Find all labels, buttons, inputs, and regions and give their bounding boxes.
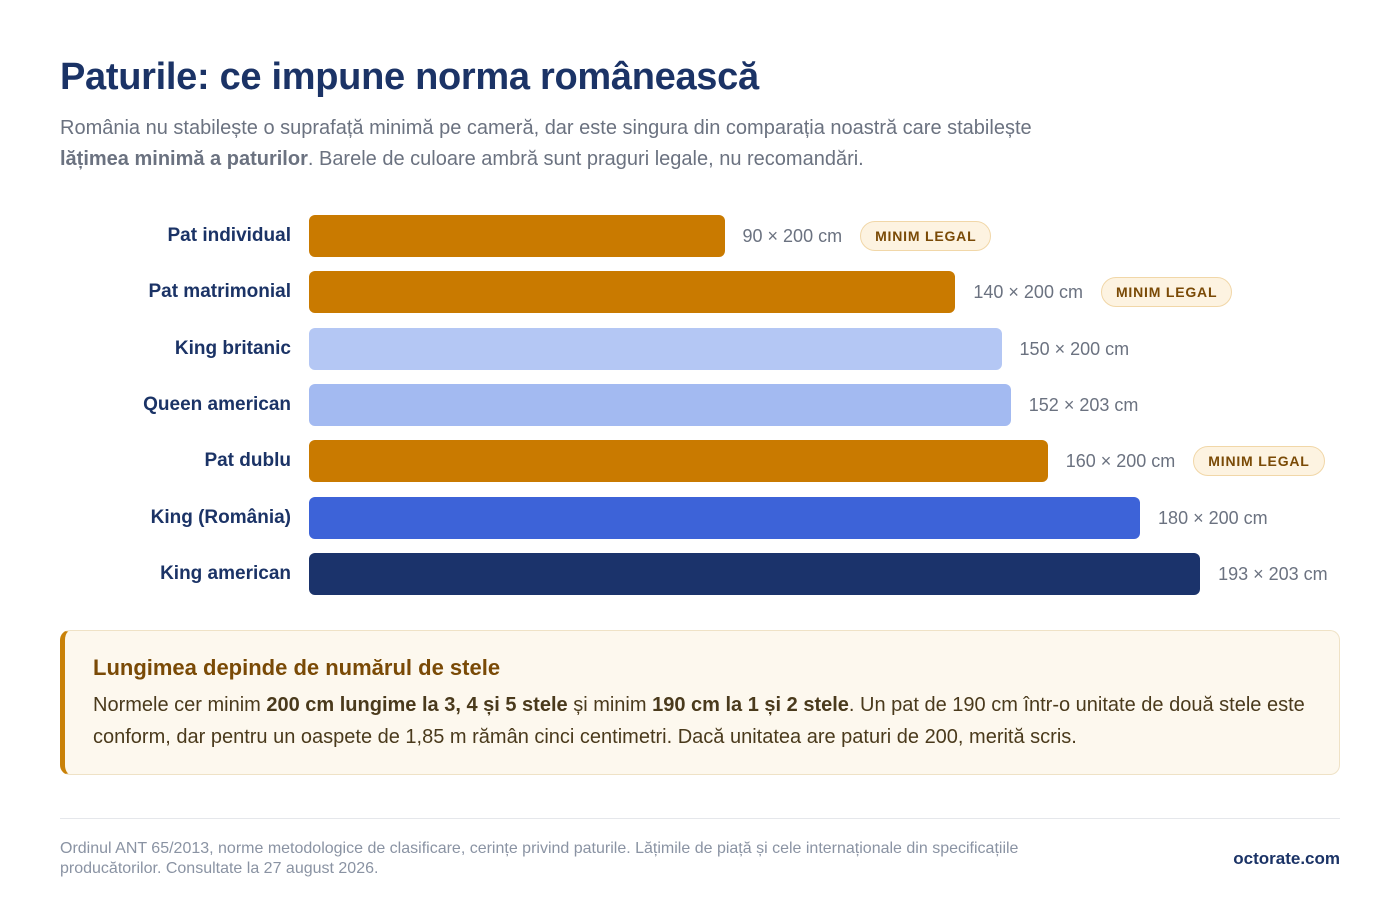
bar-value-label: 180 × 200 cm [1158, 507, 1268, 528]
length-note-callout: Lungimea depinde de numărul de stele Nor… [60, 630, 1340, 775]
note-bold-2: 190 cm la 1 și 2 stele [652, 694, 849, 716]
category-label: Queen american [143, 393, 291, 415]
bar [309, 496, 1141, 539]
bar-value-label: 193 × 203 cm [1218, 563, 1328, 584]
bar-row: Pat individual 90 × 200 cm MINIM LEGAL [0, 214, 1400, 258]
subtitle-bold: lățimea minimă a paturilor [60, 148, 308, 170]
bar-row: King britanic 150 × 200 cm [0, 327, 1400, 371]
bar-row: Pat matrimonial 140 × 200 cm MINIM LEGAL [0, 270, 1400, 314]
footer-divider [60, 818, 1340, 819]
bar-value-label: 160 × 200 cm [1065, 451, 1176, 472]
brand-link[interactable]: octorate.com [1233, 849, 1340, 868]
category-label: Pat dublu [204, 450, 291, 472]
bar [309, 271, 956, 314]
legal-minimum-badge: MINIM LEGAL [1100, 277, 1233, 308]
note-text-3: . Un pat de 190 cm într-o unitate de dou… [93, 694, 1305, 748]
bar-row: King (România) 180 × 200 cm [0, 496, 1400, 540]
bar [309, 215, 725, 257]
bar [309, 552, 1201, 595]
category-label: Pat individual [167, 225, 291, 246]
bar-value-label: 150 × 200 cm [1019, 338, 1130, 359]
bar [309, 327, 1002, 370]
note-bold-1: 200 cm lungime la 3, 4 și 5 stele [266, 694, 568, 716]
bar-value-label: 90 × 200 cm [742, 226, 843, 246]
legal-minimum-badge: MINIM LEGAL [860, 221, 992, 251]
category-label: King american [160, 562, 291, 584]
note-text-2: și minim [567, 694, 653, 716]
subtitle-text-1: România nu stabilește o suprafață minimă… [60, 117, 1032, 139]
page-title: Paturile: ce impune norma românească [60, 56, 759, 98]
page-subtitle: România nu stabilește o suprafață minimă… [60, 113, 1080, 175]
note-text-1: Normele cer minim [93, 694, 267, 716]
bar-value-label: 152 × 203 cm [1028, 394, 1139, 415]
bar-row: Queen american 152 × 203 cm [0, 383, 1400, 427]
bar-row: Pat dublu 160 × 200 cm MINIM LEGAL [0, 439, 1400, 483]
subtitle-text-2: . Barele de culoare ambră sunt praguri l… [307, 148, 864, 170]
category-label: King (România) [150, 506, 291, 528]
bar-row: King american 193 × 203 cm [0, 552, 1400, 596]
bar [309, 440, 1048, 483]
note-body: Normele cer minim 200 cm lungime la 3, 4… [93, 689, 1323, 753]
bar-value-label: 140 × 200 cm [973, 282, 1083, 303]
note-title: Lungimea depinde de numărul de stele [93, 655, 501, 680]
legal-minimum-badge: MINIM LEGAL [1193, 446, 1325, 477]
category-label: King britanic [174, 337, 291, 359]
bar [309, 383, 1011, 426]
category-label: Pat matrimonial [148, 281, 291, 303]
source-note: Ordinul ANT 65/2013, norme metodologice … [60, 840, 1019, 877]
